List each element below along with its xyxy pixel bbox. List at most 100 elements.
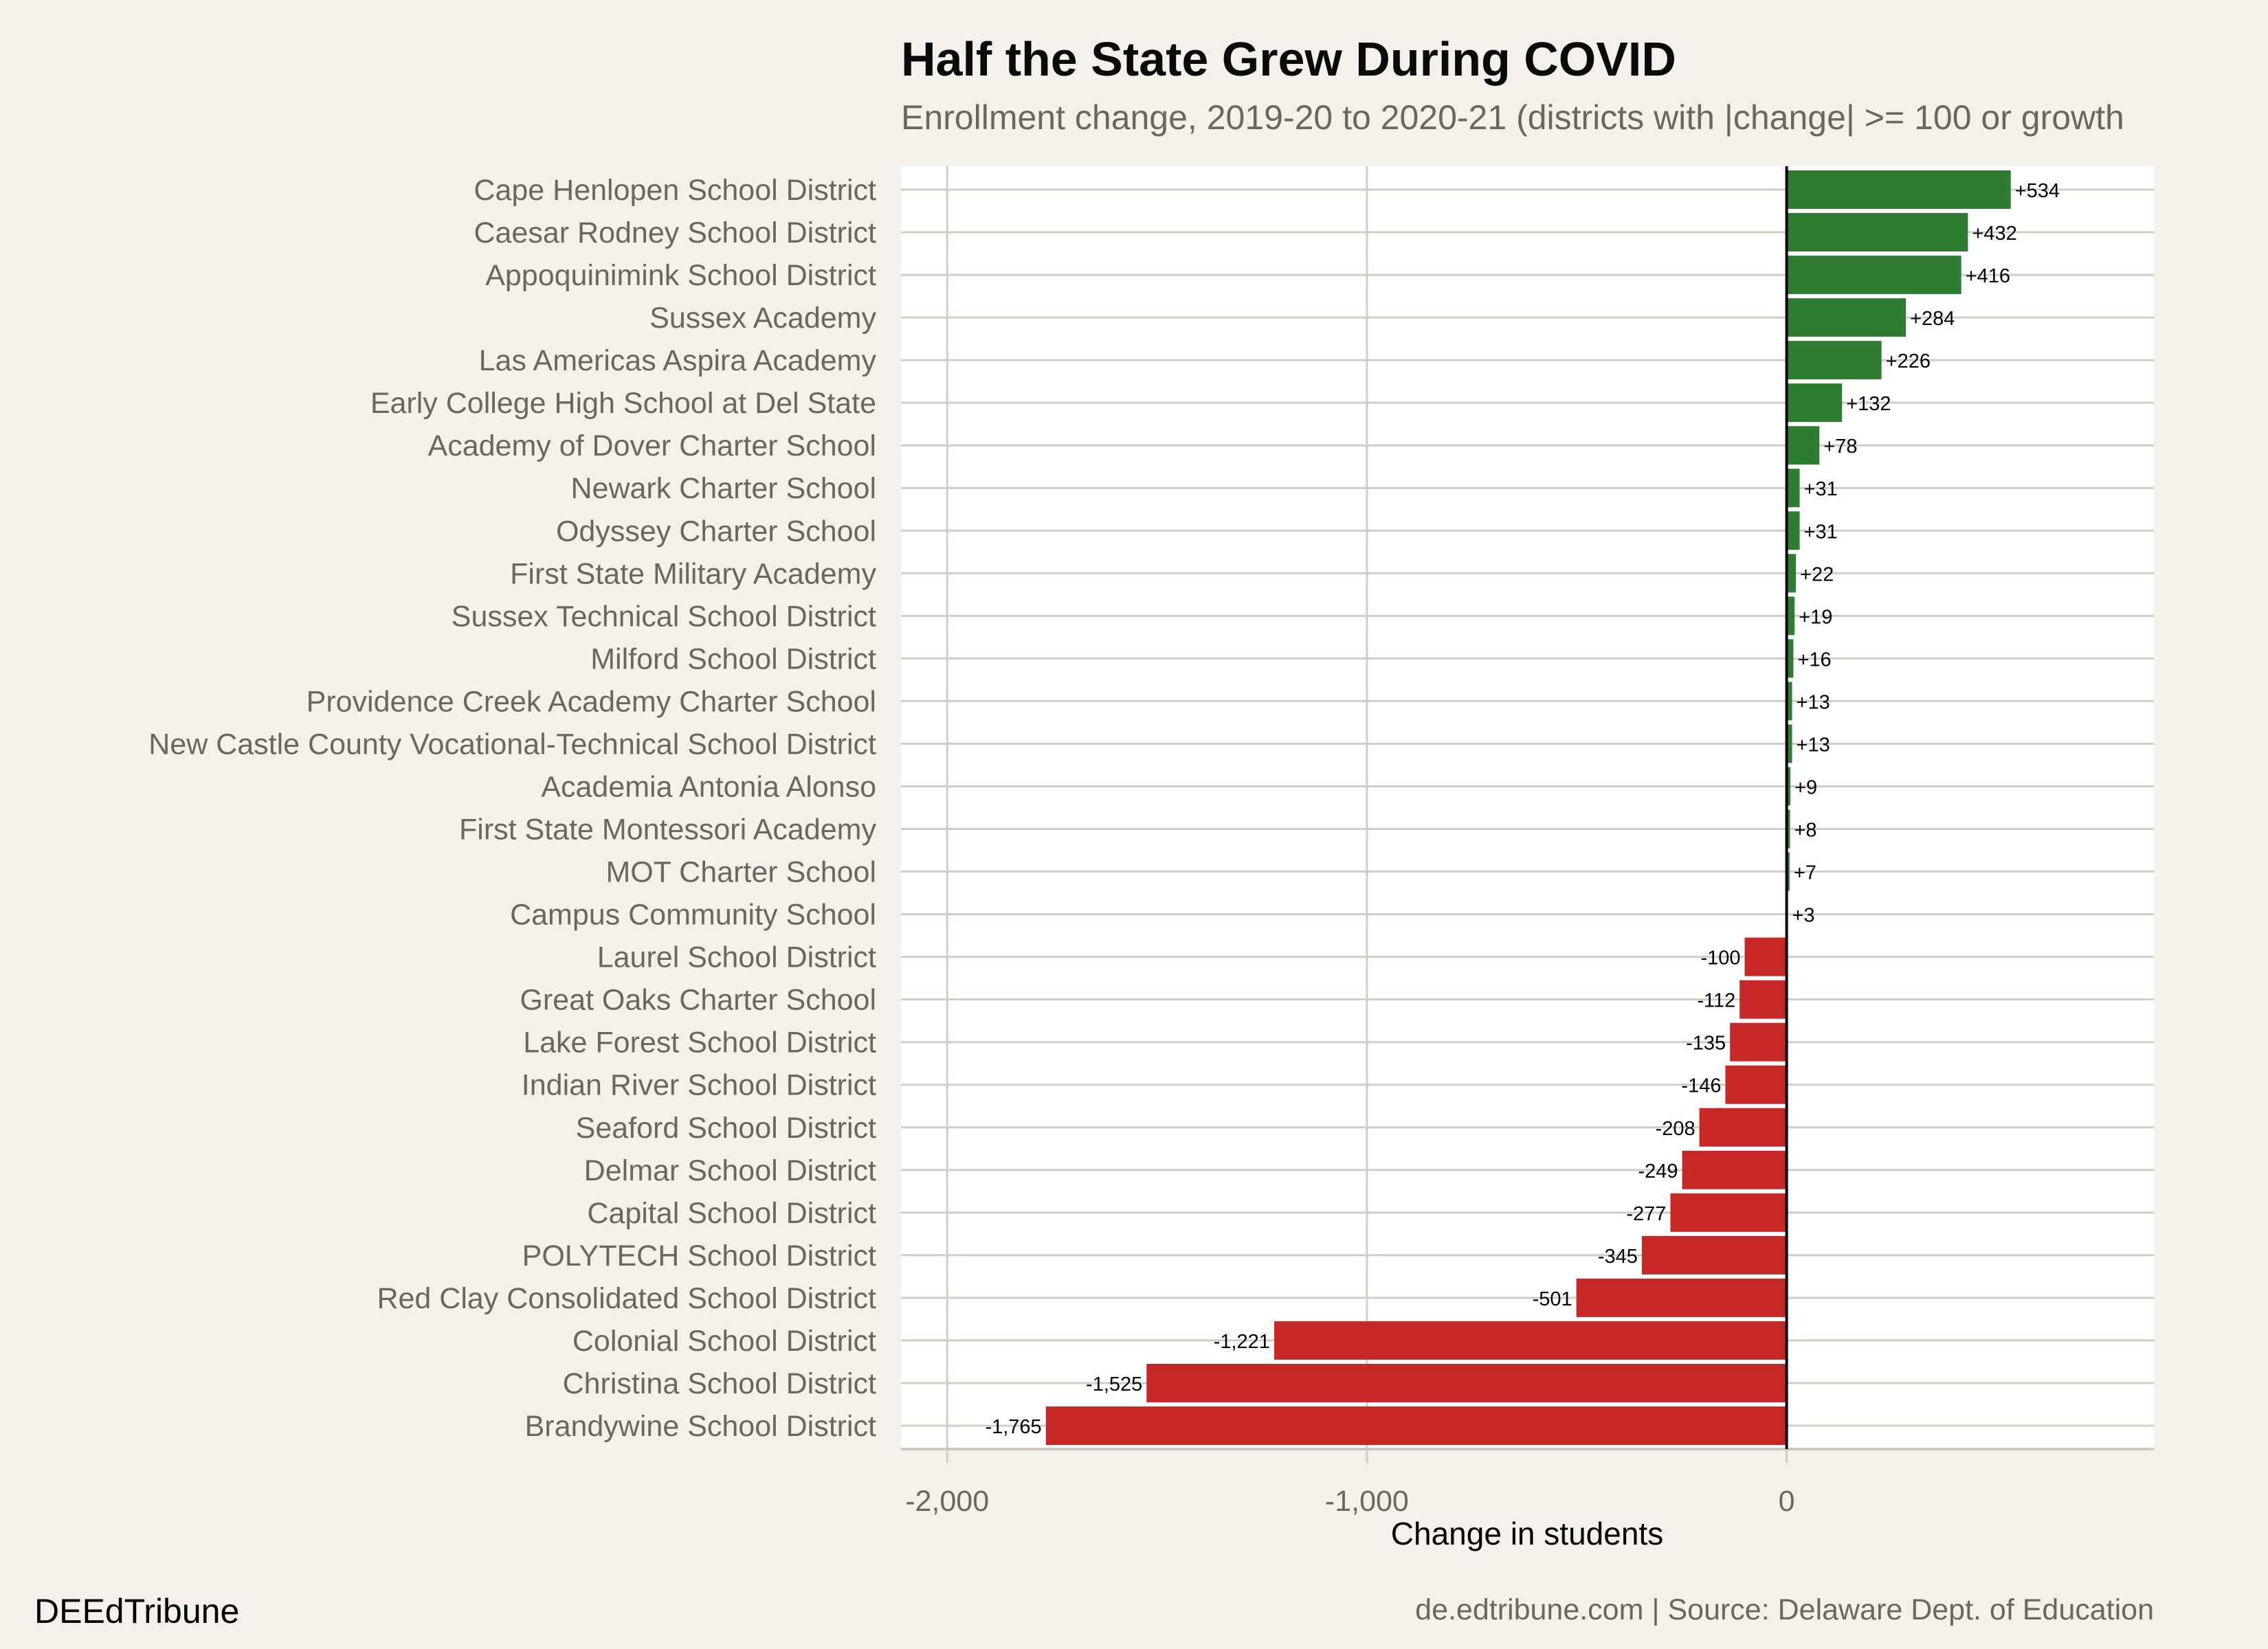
bar: [1274, 1321, 1787, 1360]
category-label: Appoquinimink School District: [485, 259, 876, 292]
category-label: Delmar School District: [584, 1154, 876, 1187]
grid: [901, 166, 2154, 1463]
value-label: -277: [1626, 1203, 1666, 1225]
value-label: -135: [1686, 1033, 1726, 1055]
bar: [1786, 852, 1790, 891]
bar: [1786, 256, 1961, 295]
value-label: +19: [1799, 606, 1832, 628]
value-label: -249: [1638, 1160, 1678, 1182]
category-label: First State Military Academy: [510, 557, 876, 590]
category-label: Laurel School District: [597, 941, 876, 974]
category-labels: Cape Henlopen School District Caesar Rodn…: [148, 174, 876, 1443]
value-label: +3: [1792, 905, 1814, 927]
bar: [1739, 980, 1787, 1019]
value-label: +78: [1823, 436, 1857, 458]
value-label: -208: [1656, 1118, 1696, 1140]
category-label: Christina School District: [563, 1367, 876, 1400]
value-label: +7: [1794, 862, 1816, 884]
category-label: Campus Community School: [510, 899, 876, 932]
bar: [1146, 1363, 1787, 1402]
bar: [1786, 596, 1795, 636]
value-label: +13: [1797, 691, 1830, 713]
bar: [1045, 1406, 1787, 1445]
category-label: POLYTECH School District: [522, 1239, 876, 1272]
category-label: Red Clay Consolidated School District: [377, 1282, 876, 1315]
brand-logo-text: DEEdTribune: [34, 1592, 239, 1630]
category-label: Early College High School at Del State: [370, 387, 876, 420]
value-label: +534: [2015, 180, 2060, 202]
value-label: -1,765: [985, 1416, 1041, 1438]
x-tick-label: -1,000: [1325, 1485, 1409, 1518]
category-label: Sussex Academy: [649, 302, 876, 335]
category-label: Odyssey Charter School: [556, 515, 876, 548]
value-label: +13: [1797, 734, 1830, 756]
bar: [1786, 809, 1790, 849]
value-label: -501: [1533, 1288, 1572, 1310]
bar: [1786, 298, 1906, 337]
category-label: First State Montessori Academy: [459, 814, 876, 846]
value-label: +22: [1800, 563, 1834, 585]
value-label: +416: [1966, 265, 2010, 287]
bar: [1786, 682, 1792, 721]
value-label: +16: [1797, 649, 1831, 671]
value-label: +132: [1846, 393, 1891, 415]
value-label: +31: [1804, 478, 1838, 500]
category-label: Seaford School District: [576, 1112, 876, 1145]
bar: [1744, 937, 1787, 976]
bar: [1670, 1193, 1787, 1232]
bar: [1786, 767, 1791, 806]
source-caption: de.edtribune.com | Source: Delaware Dept…: [1415, 1593, 2154, 1626]
category-label: Las Americas Aspira Academy: [479, 344, 877, 377]
value-label: +432: [1972, 223, 2016, 245]
value-label: -100: [1701, 947, 1741, 969]
bar: [1725, 1065, 1787, 1104]
value-label: +8: [1794, 820, 1817, 842]
category-label: Great Oaks Charter School: [520, 984, 876, 1017]
bar: [1786, 170, 2011, 209]
bar: [1786, 383, 1843, 423]
category-label: Providence Creek Academy Charter School: [307, 685, 876, 718]
plot-panel: [901, 166, 2154, 1449]
chart-subtitle: Enrollment change, 2019-20 to 2020-21 (d…: [901, 98, 2124, 137]
category-label: Sussex Technical School District: [452, 600, 876, 633]
category-label: Newark Charter School: [570, 472, 876, 505]
category-label: Academy of Dover Charter School: [428, 429, 876, 462]
bar: [1786, 724, 1792, 763]
bar: [1786, 639, 1794, 678]
category-label: Capital School District: [587, 1197, 876, 1230]
value-label: -1,221: [1214, 1331, 1270, 1353]
value-label: +31: [1804, 521, 1838, 543]
category-label: Cape Henlopen School District: [474, 174, 876, 207]
category-label: Colonial School District: [572, 1325, 876, 1358]
category-label: Brandywine School District: [525, 1410, 876, 1443]
x-axis-label: Change in students: [1391, 1516, 1663, 1551]
bar: [1682, 1150, 1787, 1189]
category-label: Caesar Rodney School District: [474, 216, 876, 249]
bar: [1641, 1235, 1787, 1275]
bar: [1786, 341, 1882, 380]
x-axis: -2,000 -1,000 0: [905, 1485, 1794, 1518]
bars: [1045, 166, 2011, 1449]
value-label: +9: [1794, 776, 1817, 798]
value-labels: +534 +432 +416 +284 +226 +132 +78 +31 +31 +22 +19 +…: [985, 180, 2060, 1438]
bar: [1786, 426, 1820, 465]
bar: [1786, 554, 1797, 593]
value-label: -345: [1598, 1246, 1638, 1268]
bar: [1730, 1022, 1787, 1062]
bar: [1786, 511, 1800, 550]
category-label: New Castle County Vocational-Technical S…: [148, 728, 876, 761]
x-tick-label: -2,000: [905, 1485, 989, 1518]
bar: [1786, 469, 1800, 508]
category-label: Lake Forest School District: [523, 1027, 876, 1059]
category-label: Indian River School District: [522, 1069, 876, 1102]
value-label: +226: [1886, 350, 1931, 372]
value-label: -146: [1681, 1075, 1721, 1097]
bar: [1699, 1108, 1787, 1147]
value-label: -1,525: [1086, 1373, 1142, 1395]
bar: [1576, 1278, 1787, 1317]
category-label: MOT Charter School: [605, 856, 876, 889]
value-label: -112: [1697, 990, 1735, 1012]
x-tick-label: 0: [1779, 1485, 1795, 1518]
category-label: Academia Antonia Alonso: [541, 770, 876, 803]
